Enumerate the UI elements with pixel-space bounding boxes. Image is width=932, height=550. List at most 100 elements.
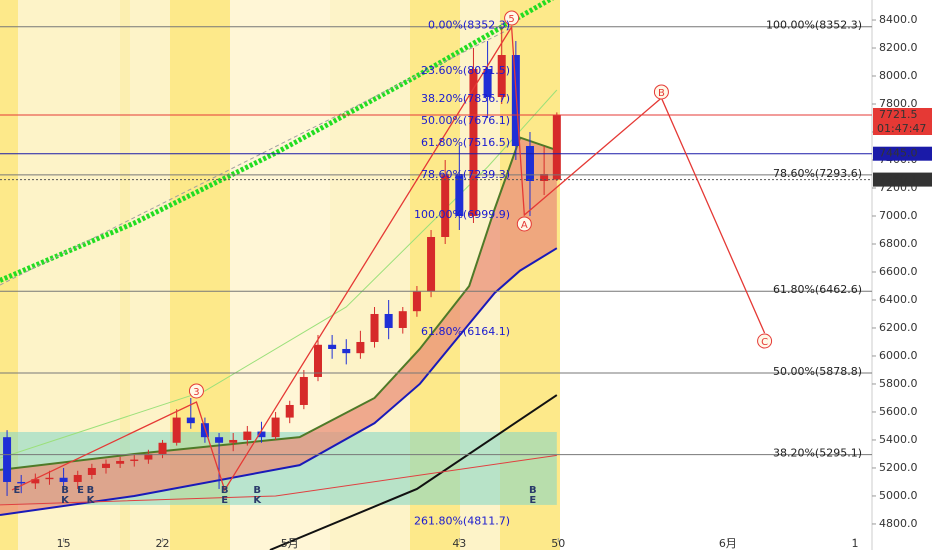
candle-body [3, 437, 12, 482]
indicator-line [0, 89, 558, 459]
fib-label: 38.20%(5295.1) [773, 447, 862, 460]
wave-label: 3 [193, 387, 199, 398]
price-tag-label: 7721.5 [879, 108, 918, 121]
candle-body [328, 344, 337, 349]
fib-label: 50.00%(7676.1) [421, 114, 510, 127]
countdown: 01:47:47 [877, 122, 926, 135]
signal-marker: K [253, 495, 262, 506]
candle-body [441, 174, 450, 237]
x-tick-label: 43 [452, 537, 466, 550]
y-tick-label: 6600.0 [879, 265, 918, 278]
fib-label: 78.60%(7293.6) [773, 167, 862, 180]
band-upper [0, 136, 558, 471]
y-tick-label: 7000.0 [879, 209, 918, 222]
candle-body [17, 481, 26, 484]
candle-body [483, 69, 492, 98]
fib-label: 0.00%(8352.3) [428, 19, 510, 32]
y-tick-label: 8400.0 [879, 13, 918, 26]
signal-marker: K [61, 495, 70, 506]
candle-body [313, 344, 322, 377]
candle-body [552, 114, 561, 180]
x-tick-label: 22 [156, 537, 170, 550]
candle-body [427, 236, 436, 292]
wave-marker [757, 333, 773, 349]
x-tick-label: 1 [852, 537, 859, 550]
candle-body [158, 442, 167, 454]
candle-body [172, 417, 181, 443]
signal-marker: B [529, 485, 537, 496]
price-tag [873, 107, 932, 122]
candle-body [215, 437, 224, 443]
y-tick-label: 6800.0 [879, 237, 918, 250]
signal-marker: B [61, 485, 69, 496]
x-tick-label: 5月 [281, 537, 299, 550]
wave-label: B [658, 88, 665, 99]
candle-body [243, 431, 252, 440]
y-tick-label: 6000.0 [879, 349, 918, 362]
x-tick-label: 6月 [719, 537, 737, 550]
y-tick-label: 5400.0 [879, 433, 918, 446]
y-tick-label: 6400.0 [879, 293, 918, 306]
wave-marker [188, 383, 204, 399]
y-tick-label: 7800.0 [879, 97, 918, 110]
candle-body [257, 431, 266, 438]
candle-body [525, 146, 534, 182]
price-tag [873, 146, 932, 161]
candle-body [412, 291, 421, 312]
fib-label: 61.80%(6164.1) [421, 325, 510, 338]
fib-label: 261.80%(4811.7) [414, 514, 510, 527]
candle-body [455, 174, 464, 216]
fib-label: 100.00%(8352.3) [766, 19, 862, 32]
wave-label: A [521, 220, 528, 231]
candle-body [511, 55, 520, 147]
candle-body [45, 477, 54, 480]
candle-body [130, 459, 139, 461]
signal-marker: B [253, 485, 261, 496]
candle-body [497, 55, 506, 98]
y-tick-label: 5800.0 [879, 377, 918, 390]
indicator-line [269, 394, 558, 550]
y-tick-label: 5600.0 [879, 405, 918, 418]
signal-marker: E [529, 495, 536, 506]
candle-body [186, 417, 195, 424]
session-band [120, 0, 130, 550]
fib-label: 100.00%(6999.9) [414, 208, 510, 221]
fib-label: 78.60%(7239.3) [421, 168, 510, 181]
fib-label: 23.60%(8031.5) [421, 64, 510, 77]
signal-marker: B [221, 485, 229, 496]
candle-body [356, 341, 365, 354]
candle-body [299, 376, 308, 405]
wave-label: C [761, 337, 768, 348]
candle-body [73, 474, 82, 482]
axis-background [873, 0, 932, 550]
fib-label: 61.80%(7516.5) [421, 136, 510, 149]
signal-marker: K [87, 495, 96, 506]
wave-marker [653, 84, 669, 100]
signal-marker: E [221, 495, 228, 506]
signal-marker: E [14, 485, 21, 496]
fib-label: 50.00%(5878.8) [773, 365, 862, 378]
candle-body [87, 467, 96, 475]
y-tick-label: 5200.0 [879, 461, 918, 474]
indicator-line [0, 454, 557, 506]
candle-body [229, 439, 238, 443]
candle-body [469, 69, 478, 216]
signal-marker: E [77, 485, 84, 496]
candle-body [398, 311, 407, 328]
y-tick-label: 6200.0 [879, 321, 918, 334]
x-tick-label: 15 [57, 537, 71, 550]
signal-marker: B [87, 485, 95, 496]
candle-body [144, 453, 153, 460]
price-tag-label: 7445.0 [879, 147, 918, 160]
wave-label: 5 [508, 14, 514, 25]
band-lower [0, 247, 558, 516]
candle-body [101, 463, 110, 468]
wave-marker [504, 10, 520, 26]
y-tick-label: 5000.0 [879, 489, 918, 502]
candle-body [540, 174, 549, 182]
x-tick-label: 50 [551, 537, 565, 550]
price-tag [873, 172, 932, 187]
countdown-box [873, 121, 932, 135]
candle-body [31, 479, 40, 484]
y-tick-label: 8000.0 [879, 69, 918, 82]
